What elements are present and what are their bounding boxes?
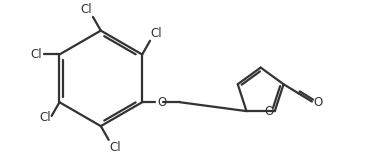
Text: Cl: Cl	[109, 141, 121, 154]
Text: Cl: Cl	[31, 48, 42, 61]
Text: Cl: Cl	[39, 111, 51, 124]
Text: Cl: Cl	[151, 27, 162, 40]
Text: O: O	[313, 96, 323, 109]
Text: Cl: Cl	[81, 3, 92, 16]
Text: O: O	[264, 105, 273, 118]
Text: O: O	[157, 96, 166, 109]
